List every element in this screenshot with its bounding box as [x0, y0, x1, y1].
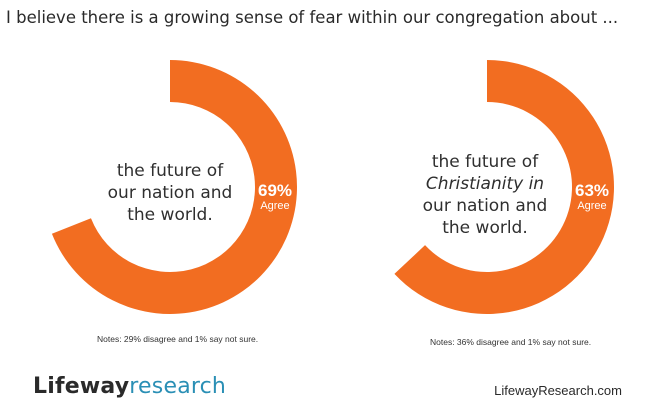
- brand-logo: Lifewayresearch: [33, 374, 226, 399]
- donut-1-center-label: the future of our nation and the world.: [100, 160, 240, 226]
- donut-1-note: Notes: 29% disagree and 1% say not sure.: [97, 334, 259, 344]
- donut-2-caption: Agree: [577, 200, 607, 212]
- donut-2-center-line: our nation and: [422, 196, 548, 216]
- donut-1-value: 69%: [257, 181, 293, 200]
- donut-2-value: 63%: [574, 181, 610, 200]
- donut-1-caption: Agree: [260, 200, 290, 212]
- donut-2-center-line: the world.: [442, 218, 528, 238]
- chart-title: I believe there is a growing sense of fe…: [6, 8, 619, 27]
- donut-1-arc: [51, 60, 298, 314]
- brand-logo-part2: research: [129, 374, 227, 399]
- donut-2-center-line: Christianity in: [415, 173, 555, 195]
- brand-logo-part1: Lifeway: [33, 374, 130, 399]
- donut-2-center-label: the future of Christianity in our nation…: [415, 151, 555, 239]
- donut-2-value-label: 63% Agree: [571, 181, 613, 213]
- donut-1-center-line: the future of: [116, 161, 224, 181]
- donut-2-note: Notes: 36% disagree and 1% say not sure.: [430, 337, 592, 347]
- website-link[interactable]: LifewayResearch.com: [494, 383, 622, 398]
- donut-1-center-line: our nation and: [107, 183, 233, 203]
- donut-2-arc: [394, 60, 615, 314]
- donut-1-center-line: the world.: [127, 205, 213, 225]
- donut-2-center-line: the future of: [431, 152, 539, 172]
- donut-2-center-emphasis: Christianity in: [425, 174, 545, 194]
- donut-1-value-label: 69% Agree: [254, 181, 296, 213]
